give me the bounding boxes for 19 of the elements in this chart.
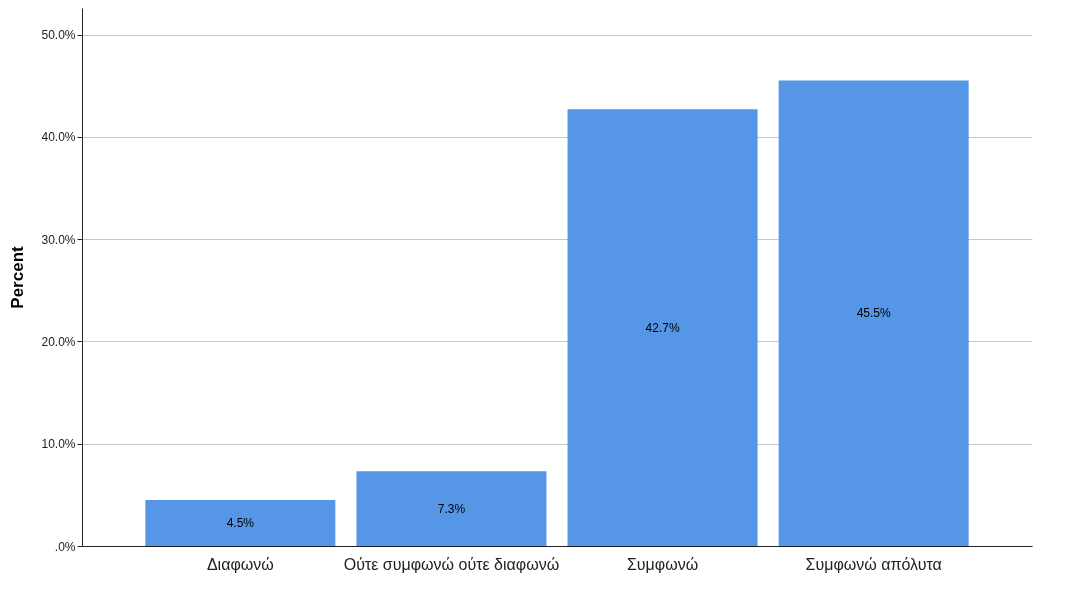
y-tick-label: 30.0% xyxy=(41,232,76,247)
x-tick-label: Διαφωνώ xyxy=(206,555,274,573)
bar xyxy=(567,109,758,546)
bar xyxy=(356,471,547,546)
y-tick-label: 40.0% xyxy=(41,130,76,145)
x-tick-label: Συμφωνώ xyxy=(626,555,699,573)
y-tick-label: 10.0% xyxy=(41,437,76,452)
data-label: 4.5% xyxy=(226,515,255,530)
y-axis-title: Percent xyxy=(8,245,28,309)
y-tick-label: .0% xyxy=(54,539,76,554)
data-label: 42.7% xyxy=(645,320,680,335)
y-tick-label: 50.0% xyxy=(41,28,76,43)
x-tick-label: Ούτε συμφωνώ ούτε διαφωνώ xyxy=(343,555,560,573)
x-tick-label: Συμφωνώ απόλυτα xyxy=(805,555,942,573)
bar xyxy=(145,499,336,546)
y-tick-label: 20.0% xyxy=(41,334,76,349)
data-label: 7.3% xyxy=(437,501,466,516)
data-label: 45.5% xyxy=(856,306,892,321)
bar xyxy=(778,80,969,546)
